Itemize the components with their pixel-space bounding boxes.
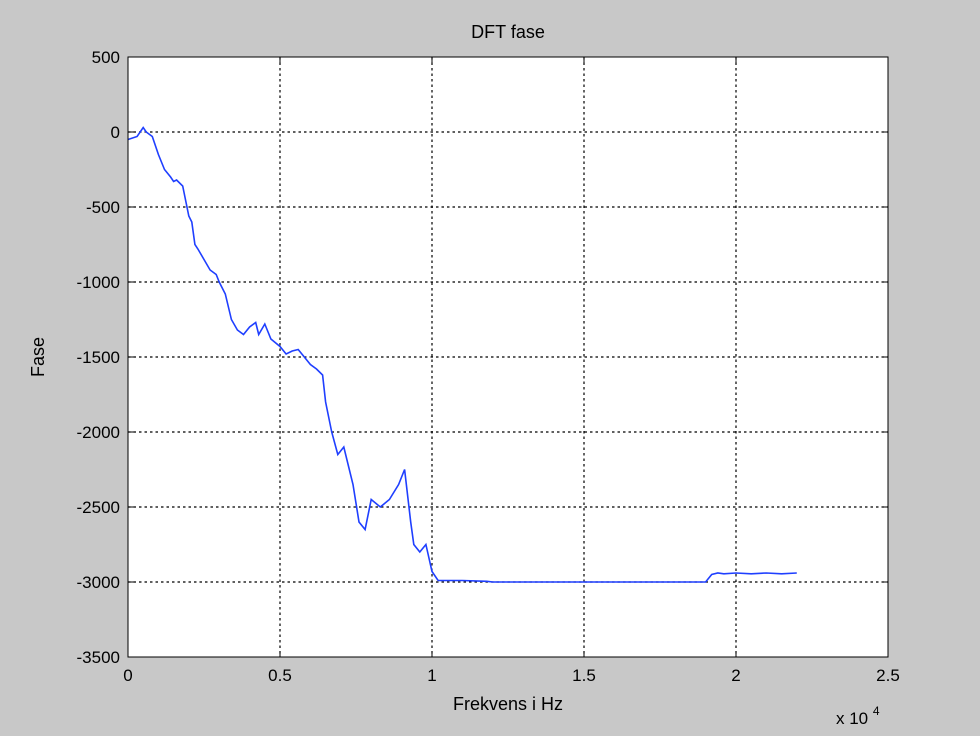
y-tick-label: -3500 bbox=[77, 648, 120, 667]
x-axis-label: Frekvens i Hz bbox=[453, 694, 563, 714]
y-tick-label: -500 bbox=[86, 198, 120, 217]
x-tick-label: 1.5 bbox=[572, 666, 596, 685]
y-tick-label: -2000 bbox=[77, 423, 120, 442]
y-tick-label: 0 bbox=[111, 123, 120, 142]
x-exponent-label: x 10 4 bbox=[836, 704, 880, 728]
y-tick-label: -3000 bbox=[77, 573, 120, 592]
x-tick-label: 2.5 bbox=[876, 666, 900, 685]
y-tick-label: -2500 bbox=[77, 498, 120, 517]
y-tick-label: 500 bbox=[92, 48, 120, 67]
tick-marks bbox=[127, 56, 889, 658]
x-tick-label: 1 bbox=[427, 666, 436, 685]
tick-labels: 0 0.5 1 1.5 2 2.5 500 0 -500 -1000 -1500 -2000 -2500… bbox=[77, 48, 900, 685]
y-axis-label: Fase bbox=[28, 337, 48, 377]
x-tick-label: 2 bbox=[731, 666, 740, 685]
series-line bbox=[127, 126, 797, 583]
y-tick-label: -1000 bbox=[77, 273, 120, 292]
x-tick-label: 0 bbox=[123, 666, 132, 685]
chart-title: DFT fase bbox=[471, 22, 545, 42]
y-tick-label: -1500 bbox=[77, 348, 120, 367]
grid-lines bbox=[128, 57, 888, 657]
x-tick-label: 0.5 bbox=[268, 666, 292, 685]
